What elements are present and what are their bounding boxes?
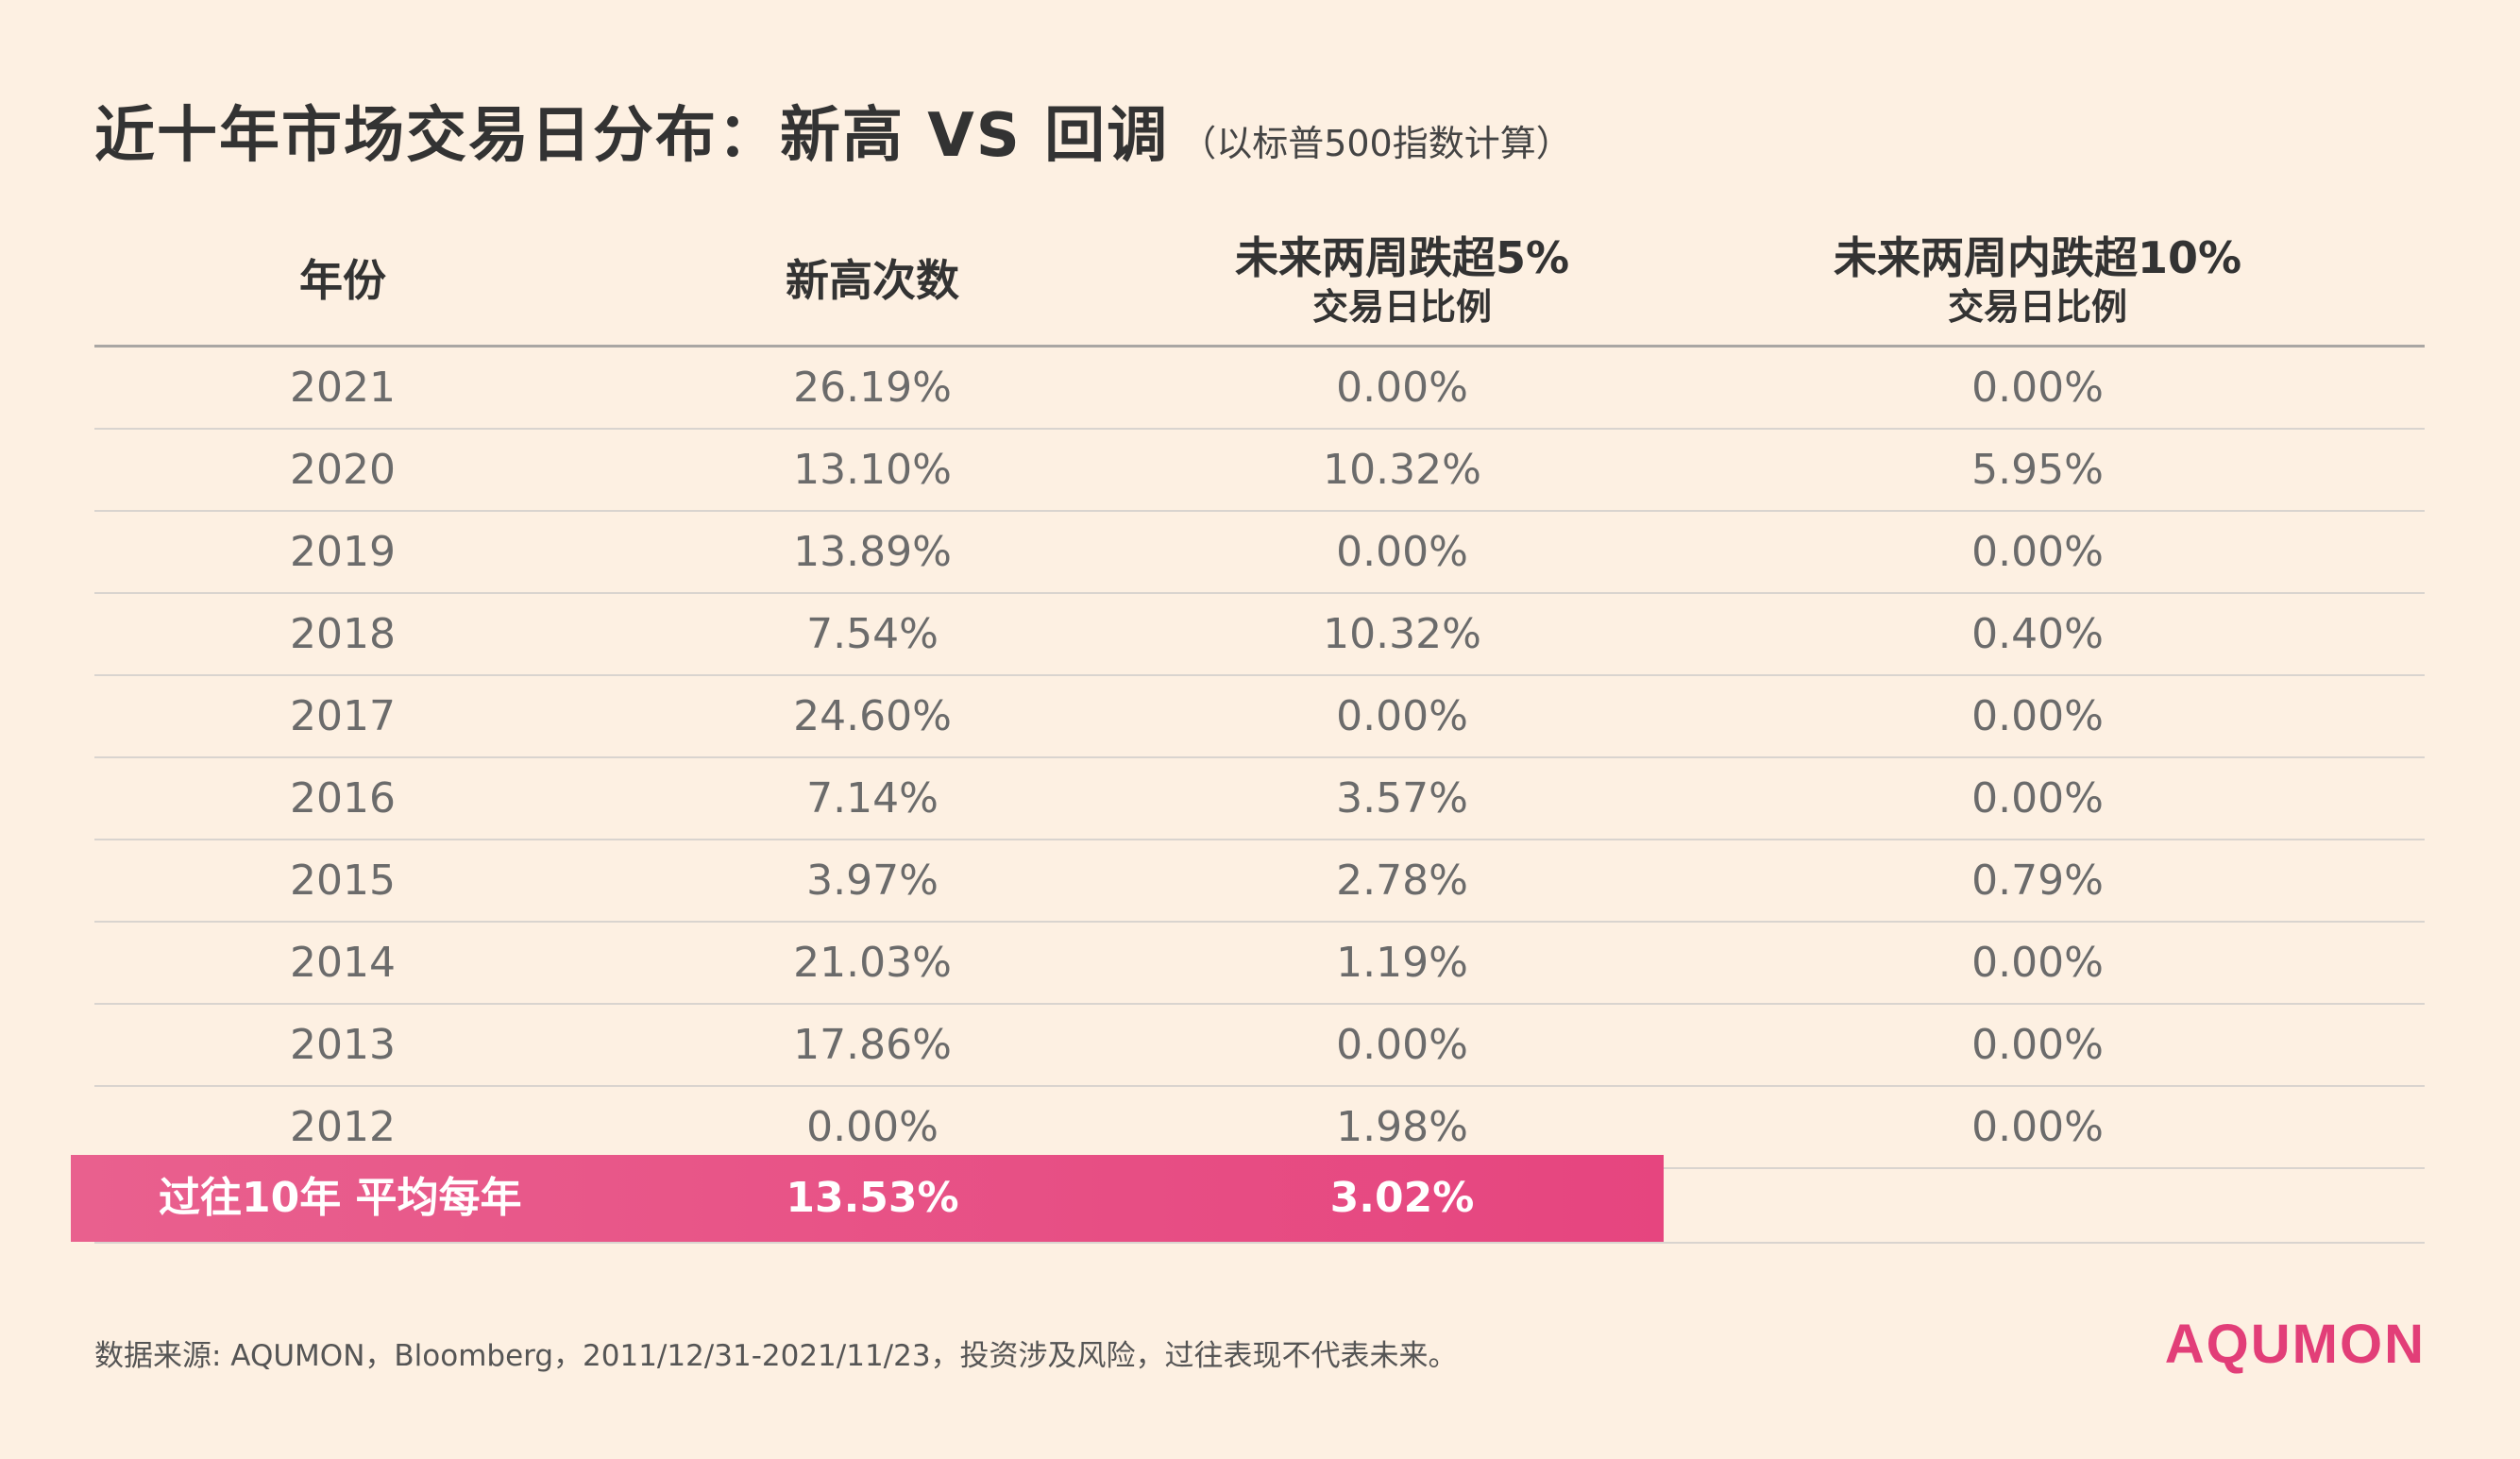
summary-value-new-highs: 13.53% xyxy=(786,1174,959,1222)
table-cell: 0.00% xyxy=(1650,757,2425,840)
table-row: 2018 7.54% 10.32% 0.40% xyxy=(94,593,2425,676)
table-cell: 2018 xyxy=(94,593,591,676)
table-cell: 0.40% xyxy=(1650,593,2425,676)
table-cell: 5.95% xyxy=(1650,429,2425,512)
summary-label: 过往10年 平均每年 xyxy=(159,1174,522,1222)
table-cell: 21.03% xyxy=(591,922,1154,1005)
data-table: 年份 新高次数 未来两周跌超5% 交易日比例 未来两周内跌超10% 交易日比例 … xyxy=(94,215,2425,1169)
table-header-row: 年份 新高次数 未来两周跌超5% 交易日比例 未来两周内跌超10% 交易日比例 xyxy=(94,215,2425,348)
column-header-sublabel: 交易日比例 xyxy=(1947,285,2127,328)
table-cell: 2017 xyxy=(94,675,591,758)
table-cell: 0.00% xyxy=(1650,922,2425,1005)
table-cell: 0.00% xyxy=(1650,1004,2425,1087)
summary-divider xyxy=(94,1242,2425,1244)
table-row: 2019 13.89% 0.00% 0.00% xyxy=(94,511,2425,594)
table-cell: 0.79% xyxy=(1650,840,2425,923)
summary-value-drop-5: 3.02% xyxy=(1329,1174,1475,1222)
table-cell: 26.19% xyxy=(591,346,1154,430)
table-cell: 0.00% xyxy=(1154,346,1650,430)
table-cell: 2013 xyxy=(94,1004,591,1087)
table-row: 2014 21.03% 1.19% 0.00% xyxy=(94,922,2425,1005)
table-cell: 0.00% xyxy=(1154,511,1650,594)
column-header-label: 未来两周内跌超10% xyxy=(1833,231,2242,283)
table-cell: 13.10% xyxy=(591,429,1154,512)
table-row: 2016 7.14% 3.57% 0.00% xyxy=(94,757,2425,840)
column-header-year: 年份 xyxy=(94,215,591,348)
table-cell: 13.89% xyxy=(591,511,1154,594)
column-header-label: 年份 xyxy=(299,254,386,306)
chart-title: 近十年市场交易日分布：新高 VS 回调 （以标普500指数计算） xyxy=(94,87,1572,174)
column-header-drop-5: 未来两周跌超5% 交易日比例 xyxy=(1154,215,1650,348)
table-cell: 2.78% xyxy=(1154,840,1650,923)
summary-highlight xyxy=(71,1155,1664,1242)
table-cell: 3.97% xyxy=(591,840,1154,923)
table-cell: 0.00% xyxy=(1650,675,2425,758)
table-cell: 0.00% xyxy=(1650,1086,2425,1169)
table-cell: 1.19% xyxy=(1154,922,1650,1005)
table-cell: 0.00% xyxy=(1154,675,1650,758)
table-row: 2017 24.60% 0.00% 0.00% xyxy=(94,675,2425,758)
table-cell: 3.57% xyxy=(1154,757,1650,840)
table-cell: 7.14% xyxy=(591,757,1154,840)
table-cell: 2015 xyxy=(94,840,591,923)
column-header-new-highs: 新高次数 xyxy=(591,215,1154,348)
column-header-drop-10: 未来两周内跌超10% 交易日比例 xyxy=(1650,215,2425,348)
column-header-sublabel: 交易日比例 xyxy=(1311,285,1492,328)
table-row: 2020 13.10% 10.32% 5.95% xyxy=(94,429,2425,512)
table-cell: 2020 xyxy=(94,429,591,512)
table-cell: 0.00% xyxy=(1650,511,2425,594)
table-cell: 7.54% xyxy=(591,593,1154,676)
table-body: 2021 26.19% 0.00% 0.00% 2020 13.10% 10.32% 5.95… xyxy=(94,346,2425,1169)
column-header-label: 未来两周跌超5% xyxy=(1234,231,1570,283)
brand-logo: AQUMON xyxy=(2164,1314,2426,1375)
table-cell: 2019 xyxy=(94,511,591,594)
table-cell: 24.60% xyxy=(591,675,1154,758)
page-subtitle: （以标普500指数计算） xyxy=(1180,123,1572,164)
source-note: 数据来源: AQUMON，Bloomberg，2011/12/31-2021/1… xyxy=(94,1339,1458,1373)
table-cell: 2021 xyxy=(94,346,591,430)
table-cell: 2016 xyxy=(94,757,591,840)
table-row: 2021 26.19% 0.00% 0.00% xyxy=(94,346,2425,430)
page-title: 近十年市场交易日分布：新高 VS 回调 xyxy=(94,101,1170,171)
table-cell: 0.00% xyxy=(1650,346,2425,430)
table-cell: 10.32% xyxy=(1154,593,1650,676)
table-cell: 0.00% xyxy=(1154,1004,1650,1087)
table-row: 2015 3.97% 2.78% 0.79% xyxy=(94,840,2425,923)
table-cell: 2014 xyxy=(94,922,591,1005)
column-header-label: 新高次数 xyxy=(786,254,959,306)
table-row: 2013 17.86% 0.00% 0.00% xyxy=(94,1004,2425,1087)
table-cell: 17.86% xyxy=(591,1004,1154,1087)
table-cell: 10.32% xyxy=(1154,429,1650,512)
